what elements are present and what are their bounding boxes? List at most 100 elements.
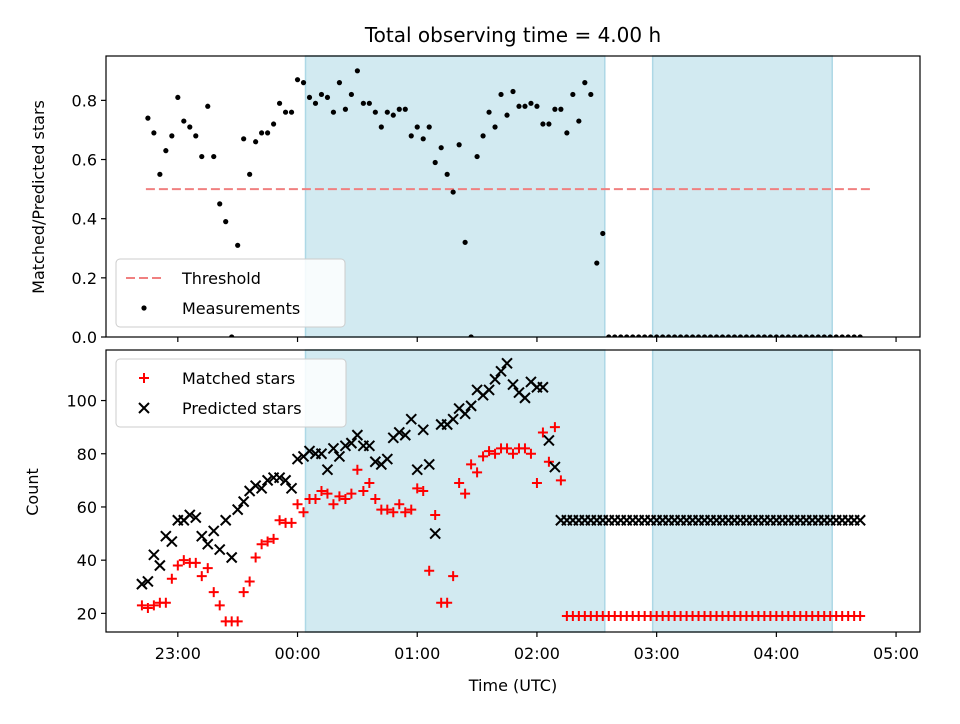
chart-title: Total observing time = 4.00 h bbox=[364, 23, 661, 47]
data-point-matched bbox=[196, 571, 207, 582]
data-point-matched bbox=[292, 499, 303, 510]
data-point-predicted bbox=[190, 511, 202, 524]
x-tick-label: 05:00 bbox=[873, 644, 919, 663]
data-point-measurement bbox=[791, 334, 797, 337]
y-tick-label: 20 bbox=[77, 604, 97, 623]
data-point-predicted bbox=[393, 426, 405, 439]
data-point-measurement bbox=[864, 0, 869, 3]
data-point-matched bbox=[549, 422, 560, 433]
data-point-matched bbox=[454, 478, 465, 489]
legend-predicted-swatch bbox=[138, 402, 150, 414]
legend-matched-swatch bbox=[139, 373, 149, 383]
data-point-measurement bbox=[229, 334, 235, 337]
data-point-measurement bbox=[462, 239, 468, 245]
data-point-measurement bbox=[779, 334, 785, 337]
data-point-matched bbox=[472, 467, 483, 478]
data-point-measurement bbox=[600, 230, 606, 237]
legend-label: Measurements bbox=[182, 299, 300, 318]
data-point-predicted bbox=[148, 549, 160, 561]
data-point-measurement bbox=[630, 334, 636, 337]
data-point-predicted bbox=[166, 535, 178, 548]
y-axis-label-bottom: Count bbox=[23, 468, 42, 516]
data-point-measurement bbox=[276, 100, 283, 106]
data-point-measurement bbox=[342, 106, 349, 112]
x-tick-label: 01:00 bbox=[394, 644, 440, 663]
data-point-measurement bbox=[163, 148, 169, 154]
data-point-predicted bbox=[285, 482, 298, 495]
panel-1: 0.0 0.2 0.4 0.6 0.8 Threshold Measurements bbox=[72, 0, 921, 347]
data-point-matched bbox=[370, 493, 381, 504]
data-point-matched bbox=[466, 459, 477, 470]
data-point-predicted bbox=[369, 456, 382, 468]
x-tick-label: 23:00 bbox=[155, 644, 201, 663]
data-point-predicted bbox=[333, 450, 346, 463]
data-point-measurement bbox=[259, 130, 265, 136]
data-point-measurement bbox=[516, 103, 522, 109]
data-point-measurement bbox=[606, 334, 612, 337]
data-point-predicted bbox=[537, 381, 549, 393]
data-point-measurement bbox=[402, 106, 408, 112]
data-point-measurement bbox=[444, 171, 450, 177]
y-tick-label: 0.4 bbox=[72, 210, 97, 229]
data-point-matched bbox=[232, 616, 243, 627]
data-point-measurement bbox=[235, 242, 241, 248]
data-point-measurement bbox=[223, 219, 229, 225]
data-point-matched bbox=[274, 515, 285, 526]
data-point-matched bbox=[358, 486, 369, 496]
data-point-measurement bbox=[414, 124, 420, 130]
data-point-measurement bbox=[851, 334, 857, 337]
data-point-measurement bbox=[372, 109, 378, 115]
data-point-measurement bbox=[743, 334, 750, 337]
data-point-measurement bbox=[324, 94, 331, 101]
data-point-matched bbox=[136, 600, 147, 611]
data-point-measurement bbox=[504, 112, 510, 118]
data-point-predicted bbox=[465, 400, 477, 412]
data-point-measurement bbox=[145, 115, 151, 121]
y-tick-label: 40 bbox=[77, 551, 97, 570]
data-point-matched bbox=[478, 451, 489, 462]
data-point-measurement bbox=[181, 118, 187, 124]
data-point-predicted bbox=[231, 503, 244, 516]
plot-area bbox=[145, 0, 873, 337]
data-point-measurement bbox=[360, 100, 366, 106]
data-point-matched bbox=[448, 571, 459, 582]
data-point-predicted bbox=[315, 448, 328, 460]
data-point-predicted bbox=[237, 495, 250, 508]
data-point-measurement bbox=[552, 106, 558, 112]
data-point-measurement bbox=[456, 142, 462, 148]
data-point-matched bbox=[316, 486, 327, 496]
data-point-matched bbox=[208, 587, 219, 598]
shaded-interval bbox=[651, 349, 833, 633]
data-point-measurement bbox=[576, 118, 582, 124]
data-point-predicted bbox=[405, 413, 417, 425]
data-point-measurement bbox=[701, 334, 708, 337]
data-point-measurement bbox=[666, 334, 672, 337]
panel-2: 20 40 60 80 100 23:00 00:00 01:00 02:00 03:00 04:0… bbox=[66, 349, 921, 663]
legend-box bbox=[115, 258, 346, 328]
data-point-matched bbox=[238, 587, 249, 598]
data-point-matched bbox=[334, 491, 345, 502]
data-point-measurement bbox=[767, 334, 773, 337]
data-point-matched bbox=[388, 507, 399, 518]
legend-measurement-swatch bbox=[141, 305, 147, 311]
data-point-predicted bbox=[519, 392, 531, 404]
data-point-predicted bbox=[501, 357, 513, 370]
plot-panels: 0.0 0.2 0.4 0.6 0.8 Threshold Measurements 20 40… bbox=[66, 0, 921, 663]
data-point-measurement bbox=[241, 136, 247, 142]
data-point-matched bbox=[418, 486, 429, 496]
data-point-measurement bbox=[330, 109, 337, 115]
data-point-measurement bbox=[282, 109, 289, 115]
data-point-predicted bbox=[543, 434, 555, 447]
data-point-measurement bbox=[396, 106, 402, 112]
legend-label: Threshold bbox=[181, 269, 261, 288]
data-point-matched bbox=[430, 509, 441, 520]
data-point-predicted bbox=[339, 440, 352, 452]
data-point-matched bbox=[142, 603, 153, 614]
data-point-predicted bbox=[411, 464, 423, 476]
data-point-measurement bbox=[803, 334, 809, 337]
y-tick-label: 80 bbox=[77, 445, 97, 464]
data-point-matched bbox=[525, 448, 536, 459]
series-matched-stars bbox=[136, 422, 866, 627]
data-point-predicted bbox=[321, 464, 334, 476]
